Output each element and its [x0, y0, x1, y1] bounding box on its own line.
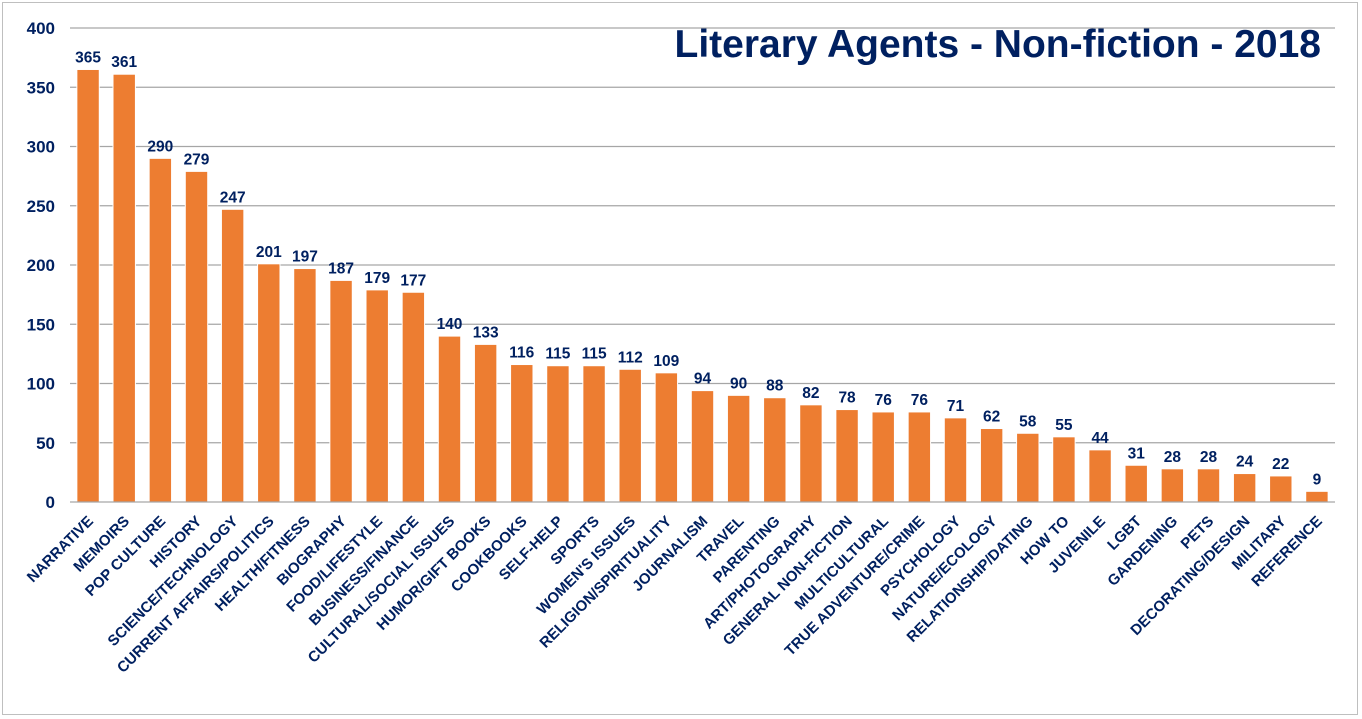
bar	[835, 409, 859, 503]
bar	[654, 372, 679, 503]
bar	[1016, 432, 1040, 503]
bar	[690, 390, 715, 503]
data-label: 44	[1091, 430, 1109, 447]
data-label: 82	[802, 385, 819, 402]
bar	[257, 263, 281, 503]
data-label: 94	[694, 371, 712, 388]
bar	[148, 157, 173, 503]
data-label: 76	[875, 392, 893, 409]
bar	[401, 291, 426, 503]
data-label: 115	[582, 346, 607, 363]
bar	[763, 397, 787, 503]
data-label: 78	[838, 390, 856, 407]
bar	[979, 428, 1004, 503]
bar	[1124, 464, 1148, 503]
bar	[220, 208, 245, 503]
data-label: 28	[1164, 449, 1182, 466]
y-tick-label: 0	[46, 493, 55, 512]
data-label: 197	[292, 249, 318, 266]
bar	[365, 289, 389, 503]
data-label: 247	[220, 189, 246, 206]
bar	[871, 411, 895, 503]
data-label: 361	[111, 54, 137, 71]
bar	[582, 365, 606, 503]
data-label: 31	[1128, 445, 1146, 462]
data-label: 365	[75, 49, 101, 66]
bar	[1305, 490, 1329, 503]
bar	[546, 365, 570, 503]
y-tick-label: 150	[27, 315, 55, 334]
data-label: 24	[1236, 454, 1254, 471]
data-label: 62	[983, 409, 1000, 426]
bar	[1196, 468, 1221, 503]
data-label: 22	[1272, 456, 1289, 473]
bar	[943, 417, 968, 503]
bar	[112, 73, 136, 503]
bar	[329, 279, 353, 503]
bar	[907, 411, 932, 503]
bar	[1269, 475, 1293, 503]
y-tick-label: 350	[27, 78, 55, 97]
bars	[76, 68, 1329, 503]
data-label: 133	[473, 324, 499, 341]
data-label: 177	[400, 272, 426, 289]
data-label: 116	[509, 345, 534, 362]
y-tick-label: 100	[27, 375, 55, 394]
y-tick-label: 400	[27, 19, 55, 38]
bar	[510, 364, 534, 503]
data-label: 140	[437, 316, 463, 333]
bar	[726, 394, 751, 503]
data-label: 71	[947, 398, 965, 415]
data-label: 115	[545, 346, 570, 363]
y-tick-label: 250	[27, 197, 55, 216]
data-label: 28	[1200, 449, 1218, 466]
bar	[76, 68, 100, 503]
data-label: 290	[147, 138, 173, 155]
data-label: 88	[766, 378, 784, 395]
chart-title: Literary Agents - Non-fiction - 2018	[675, 23, 1322, 66]
bar	[184, 170, 209, 503]
bar	[1052, 436, 1076, 503]
y-tick-label: 200	[27, 256, 55, 275]
data-label: 90	[730, 375, 747, 392]
bar	[1088, 449, 1112, 503]
bar	[799, 404, 823, 503]
data-label: 109	[653, 353, 679, 370]
bar	[1160, 468, 1185, 503]
data-label: 201	[256, 244, 282, 261]
data-label: 187	[328, 260, 354, 277]
data-label: 179	[364, 270, 390, 287]
bar	[473, 343, 498, 503]
data-label: 112	[618, 349, 643, 366]
data-label: 55	[1055, 417, 1073, 434]
bar	[437, 335, 462, 503]
y-tick-label: 50	[36, 434, 55, 453]
bar	[1232, 473, 1257, 503]
data-label: 76	[911, 392, 929, 409]
gridlines	[70, 27, 1335, 444]
data-label: 9	[1313, 471, 1322, 488]
bar	[293, 268, 317, 503]
data-label: 58	[1019, 413, 1037, 430]
data-labels: 365 361 290 279 247 201 197 187 179 177 140 133 116 1…	[75, 49, 1321, 488]
y-tick-label: 300	[27, 138, 55, 157]
data-label: 279	[184, 151, 210, 168]
y-axis-ticks: 0 50 100 150 200 250 300 350 400	[27, 19, 55, 512]
bar	[618, 368, 642, 503]
